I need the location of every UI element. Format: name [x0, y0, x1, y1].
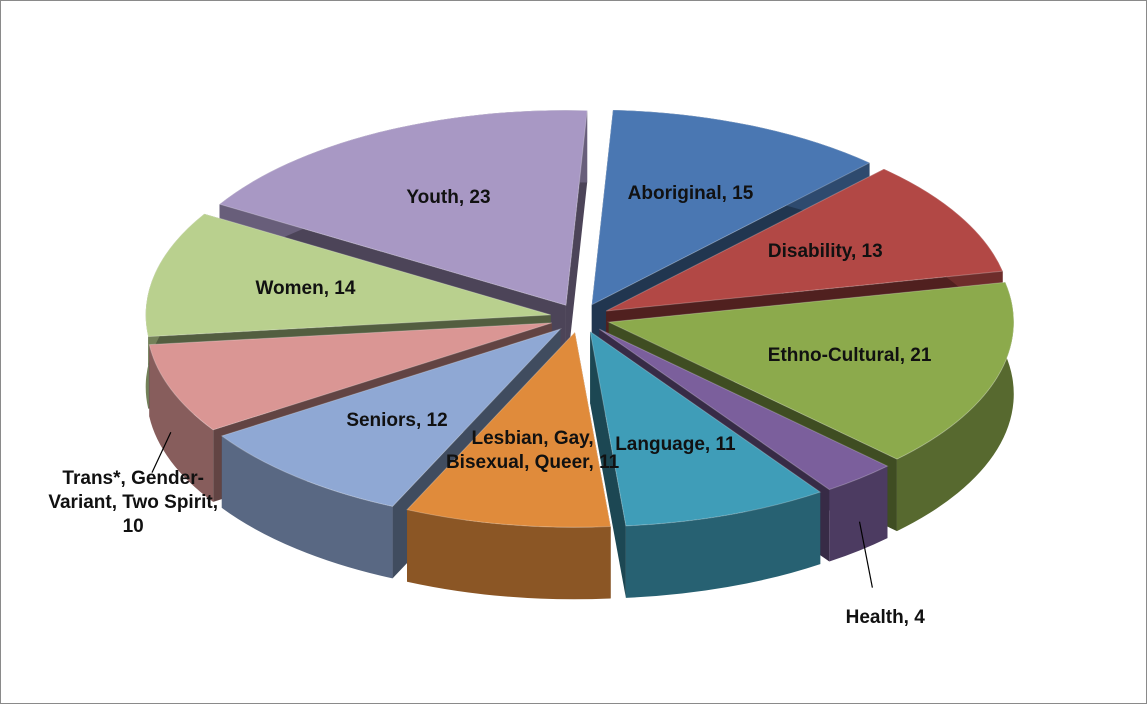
data-label: Aboriginal, 15 — [627, 182, 754, 204]
slice-wall — [625, 492, 821, 598]
slice: Seniors — [220, 327, 563, 507]
slice-wall — [896, 282, 1014, 532]
data-label: Youth, 23 — [406, 187, 491, 209]
slice-side — [590, 331, 626, 598]
slice: Aboriginal — [591, 109, 871, 306]
data-label: Health, 4 — [845, 606, 925, 628]
slice: Youth — [218, 109, 588, 306]
slice: Trans*, Gender-Variant, Two Spirit — [148, 322, 552, 431]
slice-wall — [407, 509, 611, 600]
slice: Language — [589, 330, 822, 527]
leader-line — [151, 432, 172, 473]
slice: Women — [145, 213, 551, 338]
slice: Health — [598, 328, 889, 491]
slice: Ethno-Cultural — [606, 281, 1015, 460]
slice: Lesbian, Gay, Bisexual, Queer — [406, 331, 612, 528]
data-label: Disability, 13 — [767, 240, 883, 262]
slice-wall — [221, 435, 393, 579]
data-label: Language, 11 — [615, 434, 736, 456]
data-label: Seniors, 12 — [346, 409, 448, 431]
slice: Disability — [605, 168, 1004, 312]
data-label: Ethno-Cultural, 21 — [767, 345, 932, 367]
slice-group: Lesbian, Gay, Bisexual, Queer — [406, 331, 612, 600]
slice-wall — [829, 466, 888, 562]
data-label: Lesbian, Gay, Bisexual, Queer, 11 — [445, 428, 620, 474]
slice-group: Language — [589, 330, 822, 598]
data-label: Women, 14 — [255, 277, 356, 299]
data-label: Trans*, Gender-Variant, Two Spirit, 10 — [48, 467, 218, 537]
slice-wall — [149, 344, 214, 502]
leader-line — [858, 521, 873, 588]
